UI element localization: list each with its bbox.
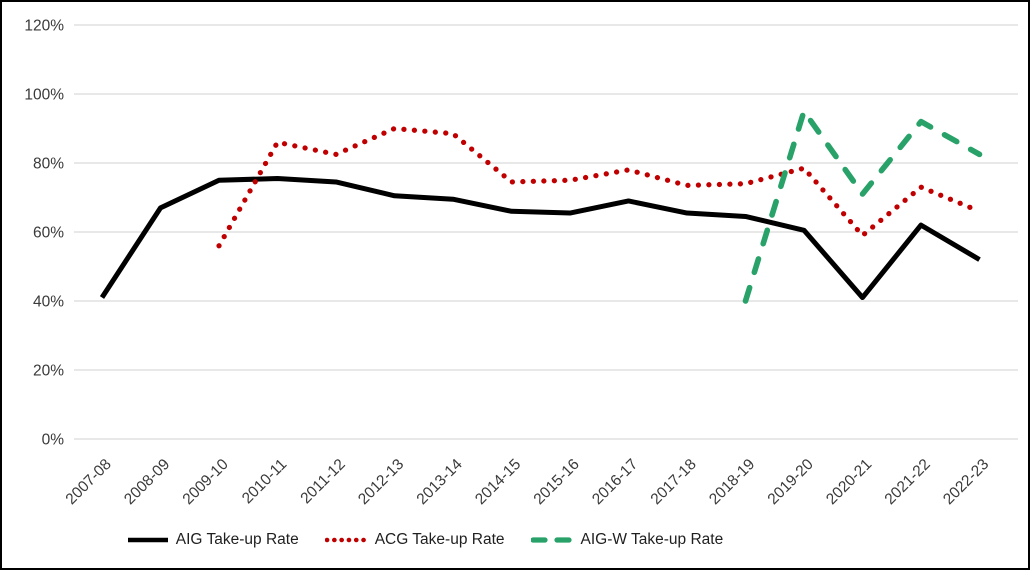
legend-swatch-icon (530, 537, 575, 543)
x-tick-label: 2020-21 (823, 456, 875, 508)
x-tick-label: 2012-13 (355, 456, 407, 508)
x-tick-label: 2017-18 (648, 456, 700, 508)
x-tick-label: 2014-15 (472, 456, 524, 508)
x-tick-label: 2008-09 (121, 456, 173, 508)
legend-item-acg-take-up-rate: ACG Take-up Rate (324, 531, 505, 549)
x-tick-label: 2010-11 (239, 456, 290, 507)
x-tick-label: 2013-14 (414, 456, 467, 509)
legend-item-aig-w-take-up-rate: AIG-W Take-up Rate (530, 531, 724, 549)
legend-item-aig-take-up-rate: AIG Take-up Rate (126, 531, 299, 549)
x-tick-label: 2007-08 (63, 456, 115, 508)
legend-swatch-icon (127, 537, 168, 543)
y-tick-label: 80% (33, 156, 64, 173)
y-tick-label: 40% (33, 294, 64, 311)
series-line-acg-take-up-rate (216, 125, 983, 249)
y-tick-label: 120% (24, 18, 64, 35)
series-line-aig-w-take-up-rate (742, 108, 983, 304)
x-tick-label: 2011-12 (297, 456, 348, 507)
x-tick-label: 2022-23 (940, 456, 992, 508)
y-tick-label: 0% (42, 432, 65, 449)
y-tick-label: 100% (24, 87, 64, 104)
x-tick-label: 2009-10 (180, 456, 233, 509)
x-tick-label: 2018-19 (706, 456, 758, 508)
chart-legend: AIG Take-up Rate ACG Take-up Rate AIG-W Ta… (2, 523, 847, 557)
legend-label: AIG Take-up Rate (175, 531, 299, 548)
x-tick-label: 2015-16 (531, 456, 583, 508)
x-tick-label: 2021-22 (882, 456, 934, 508)
legend-label: ACG Take-up Rate (374, 531, 505, 548)
takeup-rate-line-chart: 0% 20% 40% 60% 80% 100% 120% 2007-08 2008-09 2009… (24, 18, 1018, 509)
y-tick-label: 60% (33, 225, 64, 242)
series-line-aig-take-up-rate (99, 176, 981, 301)
x-tick-label: 2016-17 (589, 456, 641, 508)
y-tick-label: 20% (33, 363, 64, 380)
legend-swatch-icon (324, 537, 369, 543)
legend-label: AIG-W Take-up Rate (580, 531, 724, 548)
x-tick-label: 2019-20 (765, 456, 818, 509)
